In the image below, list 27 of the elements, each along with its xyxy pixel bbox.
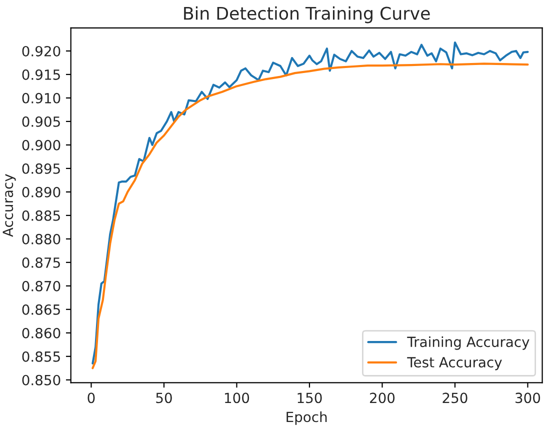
legend-label: Test Accuracy	[407, 357, 502, 370]
y-tick-label: 0.880	[22, 234, 60, 244]
y-tick-label: 0.855	[22, 351, 60, 362]
y-tick-label: 0.885	[22, 210, 60, 221]
chart-title: Bin Detection Training Curve	[184, 6, 430, 24]
x-tick-label: 250	[442, 392, 468, 404]
y-tick-label: 0.905	[22, 116, 60, 127]
y-tick-label: 0.900	[22, 140, 60, 150]
y-tick-label: 0.915	[22, 69, 60, 80]
y-tick-label: 0.850	[22, 374, 60, 386]
y-tick-label: 0.895	[22, 163, 60, 174]
x-tick-label: 100	[224, 392, 250, 404]
y-tick-label: 0.860	[22, 328, 60, 338]
x-tick-label: 50	[156, 392, 172, 404]
y-tick-label: 0.865	[22, 304, 60, 315]
x-axis-title: Epoch	[286, 411, 327, 425]
y-tick-label: 0.870	[22, 280, 60, 292]
legend-label: Training Accuracy	[407, 336, 530, 350]
x-tick-label: 150	[298, 392, 322, 404]
y-axis-title: Accuracy	[2, 174, 16, 237]
y-tick-label: 0.920	[22, 46, 60, 56]
y-tick-label: 0.875	[22, 257, 60, 268]
y-tick-label: 0.910	[22, 92, 60, 104]
x-tick-label: 200	[370, 392, 395, 404]
y-tick-label: 0.890	[22, 186, 60, 198]
x-tick-label: 0	[88, 392, 95, 404]
x-tick-label: 300	[516, 392, 540, 404]
